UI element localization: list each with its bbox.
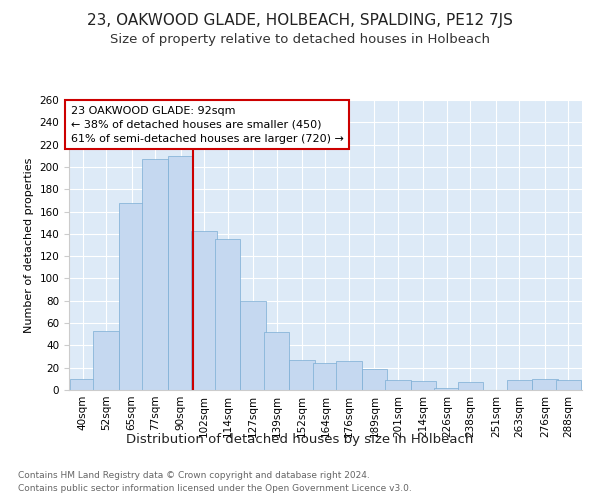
Bar (191, 230, 217, 390)
Text: 23, OAKWOOD GLADE, HOLBEACH, SPALDING, PE12 7JS: 23, OAKWOOD GLADE, HOLBEACH, SPALDING, P… (87, 12, 513, 28)
Text: Contains public sector information licensed under the Open Government Licence v3: Contains public sector information licen… (18, 484, 412, 493)
Bar (119, 202, 145, 390)
Bar (458, 382, 483, 390)
Bar (313, 363, 338, 390)
Bar (289, 360, 315, 390)
Bar (142, 159, 168, 390)
Text: Size of property relative to detached houses in Holbeach: Size of property relative to detached ho… (110, 32, 490, 46)
Bar (168, 156, 193, 390)
Text: Distribution of detached houses by size in Holbeach: Distribution of detached houses by size … (127, 432, 473, 446)
Y-axis label: Number of detached properties: Number of detached properties (24, 158, 34, 332)
Bar (506, 380, 532, 390)
Bar (434, 388, 460, 390)
Bar (94, 331, 119, 390)
Bar (264, 332, 289, 390)
Bar (362, 369, 387, 390)
Bar (410, 381, 436, 390)
Bar (241, 301, 266, 390)
Bar (556, 380, 581, 390)
Bar (532, 379, 557, 390)
Text: 23 OAKWOOD GLADE: 92sqm
← 38% of detached houses are smaller (450)
61% of semi-d: 23 OAKWOOD GLADE: 92sqm ← 38% of detache… (71, 106, 344, 144)
Bar (385, 380, 410, 390)
Bar (336, 361, 362, 390)
Bar (215, 240, 241, 390)
Bar (70, 379, 95, 390)
Text: Contains HM Land Registry data © Crown copyright and database right 2024.: Contains HM Land Registry data © Crown c… (18, 471, 370, 480)
